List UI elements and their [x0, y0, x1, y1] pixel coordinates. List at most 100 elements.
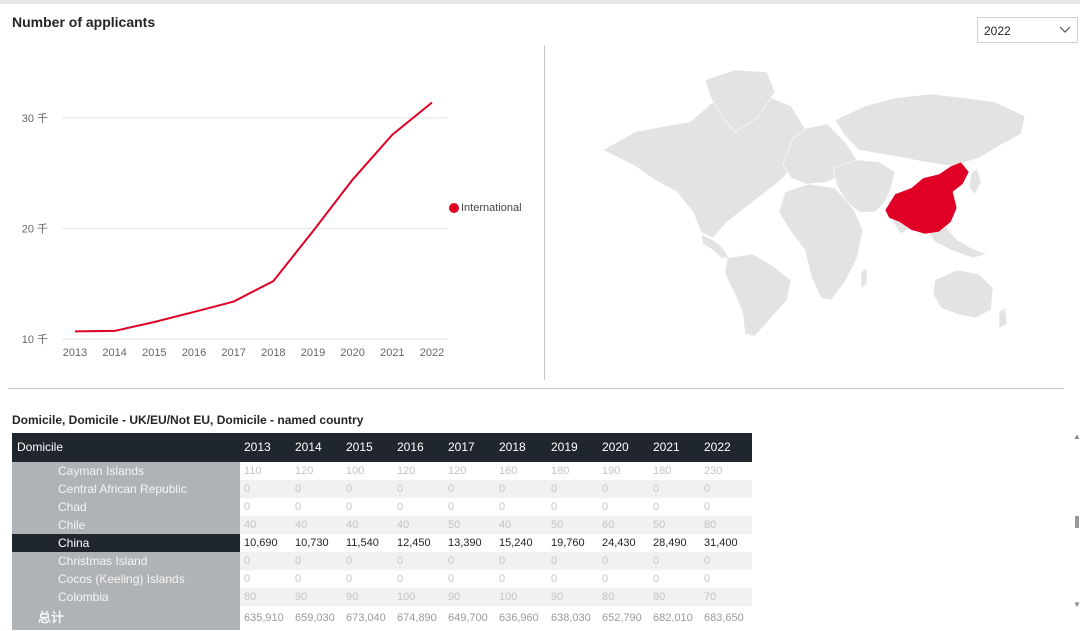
table-cell: 100: [499, 591, 518, 603]
row-header-country[interactable]: Chad: [12, 498, 240, 516]
table-cell: 0: [653, 573, 660, 585]
table-cell: 0: [244, 573, 251, 585]
data-point[interactable]: [389, 132, 395, 138]
data-point[interactable]: [72, 328, 78, 334]
vertical-divider: [544, 45, 545, 380]
table-cell: 0: [346, 555, 353, 567]
data-point[interactable]: [112, 328, 118, 334]
data-point[interactable]: [270, 278, 276, 284]
table-cell: 15,240: [499, 537, 533, 549]
table-cell: 0: [653, 555, 660, 567]
table-cell: 70: [704, 591, 717, 603]
table-cell: 100: [397, 591, 416, 603]
table-cell: 28,490: [653, 537, 687, 549]
column-header-year[interactable]: 2016: [397, 440, 424, 454]
horizontal-divider: [8, 388, 1064, 389]
table-cell: 0: [653, 483, 660, 495]
table-cell: 0: [551, 501, 558, 513]
row-header-country[interactable]: Central African Republic: [12, 480, 240, 498]
table-cell: 0: [397, 555, 404, 567]
table-cell: 80: [653, 591, 666, 603]
table-row[interactable]: China 10,690 10,730 11,540 12,450 13,390 15,24…: [12, 534, 752, 552]
table-cell: 0: [244, 501, 251, 513]
data-point[interactable]: [191, 309, 197, 315]
table-cell: 13,390: [448, 537, 482, 549]
table-cell: 0: [602, 501, 609, 513]
table-row[interactable]: Cocos (Keeling) Islands 0 0 0 0 0 0 0 0 0 0: [12, 570, 752, 588]
total-cell: 636,960: [499, 612, 539, 624]
map-greenland: [704, 69, 776, 133]
year-dropdown[interactable]: 2022: [977, 17, 1078, 43]
row-header-country[interactable]: Cayman Islands: [12, 462, 240, 480]
table-cell: 0: [448, 501, 455, 513]
x-tick-label: 2015: [142, 347, 166, 359]
table-cell: 0: [448, 555, 455, 567]
total-cell: 659,030: [295, 612, 335, 624]
table-cell: 60: [602, 519, 615, 531]
table-cell: 120: [295, 465, 314, 477]
table-row[interactable]: Cayman Islands 110 120 100 120 120 160 180 190 18…: [12, 462, 752, 480]
table-cell: 40: [499, 519, 512, 531]
table-row[interactable]: Christmas Island 0 0 0 0 0 0 0 0 0 0: [12, 552, 752, 570]
column-header-year[interactable]: 2017: [448, 440, 475, 454]
scrollbar-thumb[interactable]: [1075, 516, 1079, 528]
column-header-year[interactable]: 2019: [551, 440, 578, 454]
table-cell: 0: [295, 573, 302, 585]
x-tick-label: 2013: [63, 347, 87, 359]
data-point[interactable]: [151, 319, 157, 325]
series-line-international[interactable]: [74, 101, 433, 333]
table-cell: 0: [448, 573, 455, 585]
table-cell: 0: [346, 501, 353, 513]
column-header-year[interactable]: 2021: [653, 440, 680, 454]
chart-legend[interactable]: International: [449, 202, 522, 214]
table-cell: 90: [448, 591, 461, 603]
table-cell: 40: [346, 519, 359, 531]
table-cell: 0: [499, 501, 506, 513]
x-tick-label: 2017: [221, 347, 245, 359]
table-row[interactable]: Colombia 80 90 90 100 90 100 90 80 80 70: [12, 588, 752, 606]
map-north-america: [602, 87, 808, 239]
table-cell: 11,540: [346, 537, 379, 549]
table-cell: 0: [448, 483, 455, 495]
table-row[interactable]: Chile 40 40 40 40 50 40 50 60 50 80: [12, 516, 752, 534]
column-header-year[interactable]: 2014: [295, 440, 322, 454]
row-header-country[interactable]: Christmas Island: [12, 552, 240, 570]
table-cell: 80: [244, 591, 257, 603]
table-header-row: Domicile 2013 2014 2015 2016 2017 2018 2019 2020…: [12, 433, 752, 462]
table-cell: 0: [499, 555, 506, 567]
top-border: [0, 0, 1080, 4]
total-cell: 635,910: [244, 612, 284, 624]
data-point[interactable]: [429, 100, 435, 106]
column-header-year[interactable]: 2020: [602, 440, 629, 454]
table-cell: 120: [397, 465, 416, 477]
table-cell: 0: [346, 483, 353, 495]
table-row[interactable]: Central African Republic 0 0 0 0 0 0 0 0 0 0: [12, 480, 752, 498]
data-point[interactable]: [231, 299, 237, 305]
column-header-year[interactable]: 2015: [346, 440, 373, 454]
column-header-domicile[interactable]: Domicile: [17, 440, 64, 454]
row-header-country[interactable]: China: [12, 534, 240, 552]
row-header-country[interactable]: Chile: [12, 516, 240, 534]
table-scrollbar[interactable]: ▲ ▼: [1073, 432, 1080, 612]
scroll-up-arrow-icon[interactable]: ▲: [1073, 432, 1080, 441]
row-header-country[interactable]: Cocos (Keeling) Islands: [12, 570, 240, 588]
scroll-down-arrow-icon[interactable]: ▼: [1073, 600, 1080, 609]
table-cell: 24,430: [602, 537, 636, 549]
table-cell: 10,690: [244, 537, 278, 549]
total-cell: 673,040: [346, 612, 386, 624]
world-map[interactable]: [595, 62, 1035, 342]
table-cell: 0: [397, 501, 404, 513]
column-header-year[interactable]: 2013: [244, 440, 271, 454]
map-middle-east-asia: [832, 159, 896, 213]
column-header-year[interactable]: 2022: [704, 440, 731, 454]
table-row[interactable]: Chad 0 0 0 0 0 0 0 0 0 0: [12, 498, 752, 516]
total-cell: 683,650: [704, 612, 744, 624]
table-cell: 0: [551, 483, 558, 495]
data-point[interactable]: [350, 177, 356, 183]
data-point[interactable]: [310, 228, 316, 234]
row-header-country[interactable]: Colombia: [12, 588, 240, 606]
total-cell: 682,010: [653, 612, 693, 624]
column-header-year[interactable]: 2018: [499, 440, 526, 454]
table-cell: 0: [397, 573, 404, 585]
y-tick-label: 20 千: [22, 223, 48, 236]
